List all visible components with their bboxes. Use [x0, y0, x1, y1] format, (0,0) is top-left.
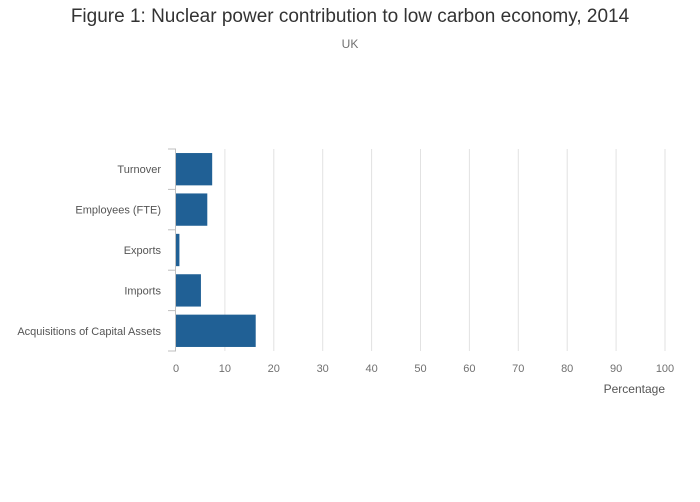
x-tick-label: 40	[365, 363, 377, 375]
x-tick-label: 60	[463, 363, 475, 375]
category-label: Turnover	[117, 164, 161, 176]
x-tick-label: 10	[219, 363, 231, 375]
category-label: Employees (FTE)	[75, 205, 161, 217]
x-tick-label: 20	[268, 363, 280, 375]
bar	[176, 153, 213, 186]
x-tick-label: 30	[317, 363, 329, 375]
category-labels: Turnover Employees (FTE) Exports Imports Acq…	[17, 164, 161, 338]
category-label: Exports	[124, 245, 162, 257]
chart-title: Figure 1: Nuclear power contribution to …	[70, 6, 630, 27]
bar	[176, 233, 180, 267]
bar	[176, 193, 208, 226]
bar	[176, 274, 201, 307]
x-axis-title: Percentage	[604, 382, 666, 396]
chart-subtitle: UK	[341, 37, 359, 51]
bar	[176, 314, 256, 347]
x-tick-label: 50	[414, 363, 426, 375]
axes	[168, 148, 176, 352]
x-tick-label: 90	[610, 363, 622, 375]
x-tick-label: 0	[173, 363, 179, 375]
x-tick-label: 100	[656, 363, 674, 375]
x-tick-label: 80	[561, 363, 573, 375]
x-tick-label: 70	[512, 363, 524, 375]
bars	[176, 153, 256, 347]
gridlines	[224, 149, 666, 351]
category-label: Imports	[124, 285, 161, 297]
x-tick-labels: 0 10 20 30 40 50 60 70 80 90 100	[173, 363, 674, 375]
category-label: Acquisitions of Capital Assets	[17, 326, 161, 338]
